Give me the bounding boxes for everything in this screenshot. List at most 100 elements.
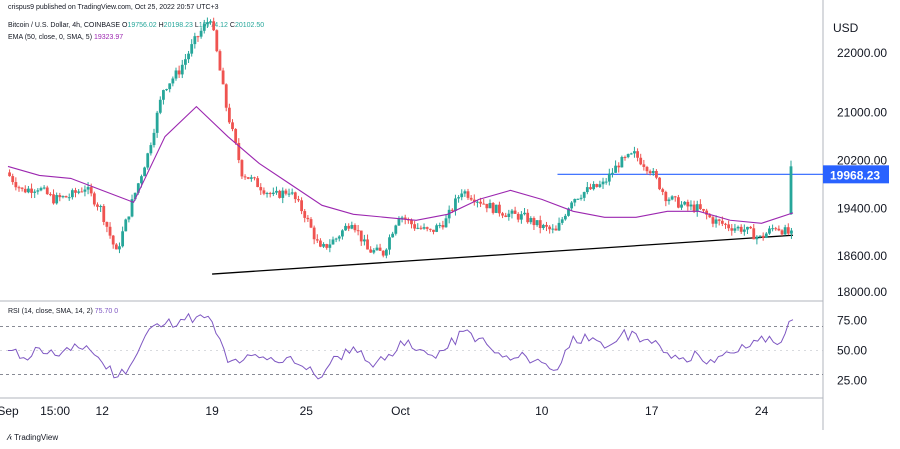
candle-body [764, 233, 768, 238]
candle-body [306, 217, 310, 220]
candle-body [705, 210, 709, 215]
candle-body [193, 36, 197, 45]
price-axis-panel [823, 0, 900, 430]
candle-body [545, 224, 548, 227]
candle-body [655, 170, 658, 178]
price-tick-label: 19400.00 [837, 201, 887, 215]
candle-body [742, 229, 746, 232]
candle-body [786, 227, 790, 234]
candle-body [105, 221, 109, 227]
candle-body [259, 187, 263, 191]
candle-body [278, 190, 282, 198]
candle-body [388, 237, 391, 250]
candle-body [114, 244, 118, 250]
price-tick-label: 18600.00 [837, 249, 887, 263]
candle-body [670, 196, 674, 200]
candle-body [74, 190, 77, 193]
candle-body [717, 219, 721, 221]
candle-body [61, 196, 65, 198]
candle-body [231, 122, 234, 130]
candle-body [381, 250, 385, 256]
time-tick-label: 15:00 [40, 404, 70, 418]
ema-label: EMA (50, close, 0, SMA, 5) [8, 34, 93, 41]
candle-body [541, 224, 545, 229]
candle-body [491, 202, 495, 213]
candle-body [476, 201, 479, 203]
candle-body [275, 190, 278, 193]
candle-body [648, 171, 652, 174]
price-tick-label: 22000.00 [837, 46, 887, 60]
candle-body [702, 209, 705, 211]
candle-body [485, 203, 489, 209]
candle-body [585, 187, 589, 193]
support-line-segment [212, 234, 794, 275]
candle-body [736, 226, 740, 229]
candle-body [45, 187, 49, 195]
candle-body [523, 212, 526, 215]
candle-body [410, 219, 413, 225]
candle-body [152, 132, 156, 146]
high-value: 20198.23 [163, 22, 193, 29]
candle-body [77, 191, 81, 193]
candle-body [432, 229, 435, 232]
candle-body [347, 225, 351, 229]
ema-legend: EMA (50, close, 0, SMA, 5) 19323.97 [8, 34, 123, 41]
candle-body [243, 176, 247, 178]
candle-body [391, 233, 395, 238]
candle-body [494, 204, 498, 213]
candle-body [573, 199, 577, 203]
candle-body [350, 225, 354, 229]
candle-body [789, 166, 793, 215]
candle-body [482, 203, 486, 205]
tradingview-brand: TradingView [14, 433, 59, 442]
candle-body [501, 213, 504, 216]
candle-body [658, 177, 661, 190]
candle-body [413, 224, 417, 229]
price-tick-label: 18000.00 [837, 285, 887, 299]
price-tick-label: 21000.00 [837, 106, 887, 120]
candle-body [344, 225, 347, 231]
time-tick-label: Sep [0, 404, 19, 418]
price-axis-ticks: 22000.00 21000.00 20200.00 19400.00 18600.00… [837, 46, 887, 299]
candle-body [611, 172, 614, 174]
candle-body [708, 214, 712, 218]
candle-body [651, 170, 655, 174]
candle-body [752, 228, 756, 240]
candle-body [17, 187, 21, 189]
rsi-legend: RSI (14, close, SMA, 14, 2) 75.70 0 [8, 308, 118, 315]
candle-body [108, 226, 112, 236]
candle-body [397, 217, 401, 226]
candle-body [234, 129, 238, 143]
candle-body [297, 199, 300, 201]
candle-body [548, 226, 552, 230]
candle-body [52, 194, 55, 204]
candle-body [633, 151, 636, 154]
candle-body [758, 235, 762, 237]
candle-body [761, 235, 765, 238]
time-tick-label: 12 [96, 404, 110, 418]
candle-body [768, 228, 771, 234]
candle-body [253, 177, 256, 179]
candle-body [20, 187, 24, 189]
candle-body [372, 250, 376, 253]
time-tick-label: 24 [755, 404, 769, 418]
candle-body [595, 184, 599, 187]
candle-body [394, 225, 398, 234]
candle-body [378, 247, 382, 251]
candle-body [689, 204, 693, 207]
candle-body [149, 145, 153, 154]
candle-body [636, 151, 639, 158]
candle-body [155, 112, 159, 133]
time-tick-label: Oct [391, 404, 410, 418]
candle-body [507, 213, 511, 217]
candle-body [620, 157, 624, 168]
candle-body [284, 190, 288, 194]
close-value: 20102.50 [234, 22, 265, 29]
candle-body [576, 198, 580, 200]
rsi-tick-label: 25.00 [837, 373, 867, 387]
candle-body [375, 247, 379, 251]
candle-body [171, 78, 175, 84]
candle-body [730, 228, 734, 231]
last-price-badge: 19968.23 [823, 165, 889, 184]
